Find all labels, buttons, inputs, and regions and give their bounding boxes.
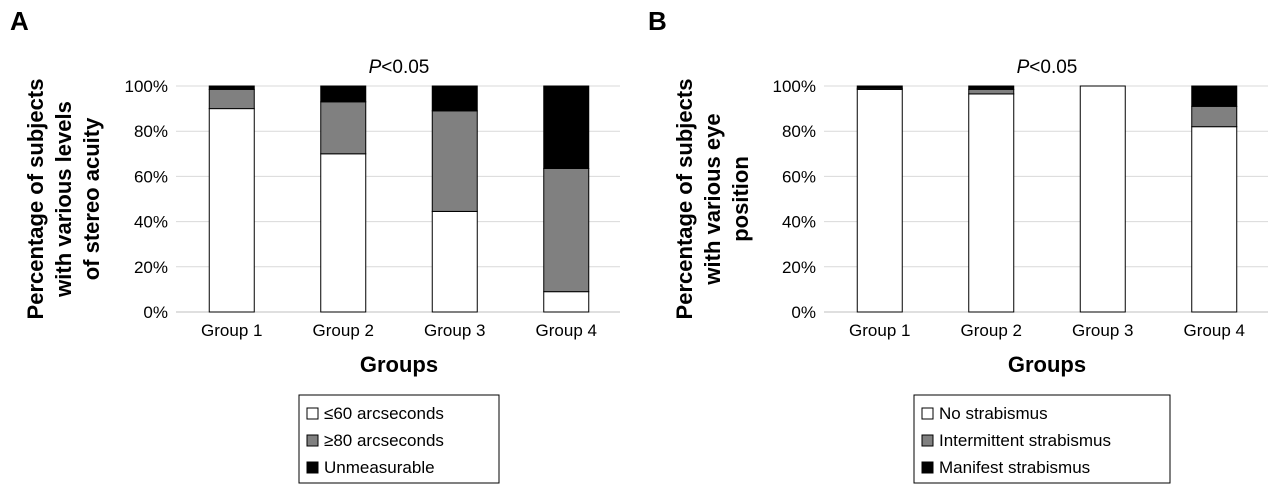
bar-segment xyxy=(431,110,478,212)
bar-segment xyxy=(320,153,367,313)
x-axis-label: Groups xyxy=(1008,352,1086,377)
bar-segment xyxy=(543,85,590,169)
bar-segment xyxy=(208,88,255,110)
y-tick-label: 60% xyxy=(782,167,816,186)
chart-title-rest: <0.05 xyxy=(1029,57,1077,78)
y-axis-label-line: position xyxy=(728,156,753,242)
legend-box xyxy=(298,394,500,484)
bar-segment xyxy=(431,210,478,313)
y-tick-label: 60% xyxy=(134,167,168,186)
y-tick-label: 80% xyxy=(782,122,816,141)
bar-segment xyxy=(1191,85,1238,107)
x-tick-label: Group 1 xyxy=(201,321,262,340)
legend-entry: Unmeasurable xyxy=(324,458,435,477)
legend-entry: No strabismus xyxy=(939,404,1048,423)
x-tick-label: Group 4 xyxy=(536,321,597,340)
legend-box xyxy=(913,394,1171,484)
x-tick-label: Group 2 xyxy=(313,321,374,340)
legend-swatch xyxy=(306,434,319,447)
bar-segment xyxy=(208,85,255,90)
y-axis-label-line: Percentage of subjects xyxy=(672,79,697,320)
bar-segment xyxy=(320,101,367,155)
bar-segment xyxy=(543,291,590,313)
bar-segment xyxy=(968,88,1015,95)
legend: No strabismus Intermittent strabismus Mani… xyxy=(913,394,1171,484)
y-axis-label-line: with various eye xyxy=(700,113,725,285)
legend-entry: Intermittent strabismus xyxy=(939,431,1111,450)
legend-swatch xyxy=(306,407,319,420)
panel-letter: B xyxy=(648,6,667,36)
legend-swatch xyxy=(921,407,934,420)
chart-title-rest: <0.05 xyxy=(381,57,429,78)
legend-entry: ≤60 arcseconds xyxy=(324,404,444,423)
bar-segment xyxy=(208,108,255,313)
x-tick-label: Group 3 xyxy=(424,321,485,340)
bar-segment xyxy=(856,88,903,313)
chart-title-italic: P xyxy=(369,57,382,78)
y-axis-label-line: of stereo acuity xyxy=(79,117,104,280)
legend-entry: Manifest strabismus xyxy=(939,458,1090,477)
chart-title: P<0.05 xyxy=(1017,57,1078,78)
x-tick-label: Group 3 xyxy=(1072,321,1133,340)
x-tick-label: Group 2 xyxy=(961,321,1022,340)
bar-segment xyxy=(1191,126,1238,313)
legend-entry: ≥80 arcseconds xyxy=(324,431,444,450)
panel-letter: A xyxy=(10,6,29,36)
y-axis-label-line: with various levels xyxy=(51,101,76,298)
bar-segment xyxy=(856,85,903,89)
y-axis-label-line: Percentage of subjects xyxy=(23,79,48,320)
y-tick-label: 0% xyxy=(143,303,168,322)
bar-segment xyxy=(968,93,1015,313)
x-axis-label: Groups xyxy=(360,352,438,377)
y-axis-label: Percentage of subjects with various level… xyxy=(23,79,104,320)
y-tick-label: 40% xyxy=(782,213,816,232)
bar-segment xyxy=(320,85,367,103)
legend-swatch xyxy=(306,461,319,474)
y-tick-label: 20% xyxy=(134,258,168,277)
legend-swatch xyxy=(921,434,934,447)
bar-segment xyxy=(431,85,478,112)
bar-segment xyxy=(968,85,1015,90)
chart-title: P<0.05 xyxy=(369,57,430,78)
legend-swatch xyxy=(921,461,934,474)
bar-segment xyxy=(543,167,590,293)
x-tick-label: Group 1 xyxy=(849,321,910,340)
x-tick-label: Group 4 xyxy=(1184,321,1245,340)
bar-segment xyxy=(1191,105,1238,128)
bar-segment xyxy=(1079,85,1126,313)
legend: ≤60 arcseconds ≥80 arcseconds Unmeasurable xyxy=(298,394,500,484)
y-axis-label: Percentage of subjects with various eye po… xyxy=(672,79,753,320)
y-tick-label: 0% xyxy=(791,303,816,322)
y-tick-label: 40% xyxy=(134,213,168,232)
panel-a: A 0% 20% 40% 60% 80% 100% Group 1 Group 2 Group 3… xyxy=(10,6,620,484)
y-tick-label: 100% xyxy=(125,77,168,96)
panel-b: B 0% 20% 40% 60% 80% 100% Group 1 Group 2 Group 3… xyxy=(648,6,1268,484)
y-tick-label: 80% xyxy=(134,122,168,141)
chart-title-italic: P xyxy=(1017,57,1030,78)
y-tick-label: 20% xyxy=(782,258,816,277)
y-tick-label: 100% xyxy=(773,77,816,96)
